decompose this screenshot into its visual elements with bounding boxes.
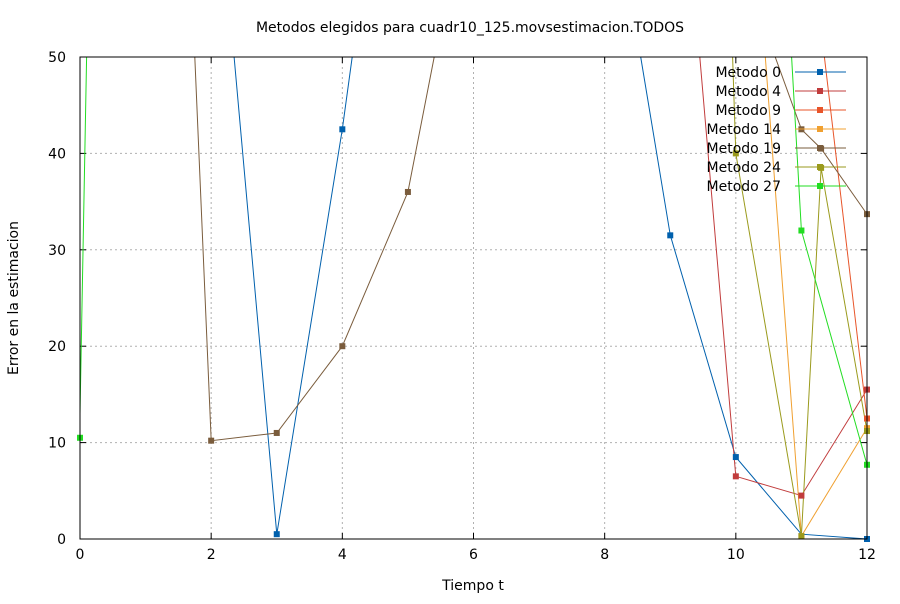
legend-item-metodo-4: Metodo 4 — [715, 84, 846, 100]
legend-swatch-marker — [817, 88, 823, 94]
y-axis-label: Error en la estimacion — [6, 221, 22, 375]
legend-item-metodo-14: Metodo 14 — [707, 122, 846, 138]
x-tick-label: 12 — [858, 547, 876, 563]
data-point-metodo-24 — [732, 150, 739, 157]
y-tick-label: 40 — [48, 146, 66, 162]
plot-frame — [79, 56, 868, 540]
x-tick-label: 4 — [338, 547, 347, 563]
legend-swatch-marker — [817, 126, 823, 132]
x-tick-label: 8 — [600, 547, 609, 563]
legend-label: Metodo 9 — [715, 103, 781, 119]
x-tick-label: 0 — [76, 547, 85, 563]
y-tick-label: 30 — [48, 243, 66, 259]
x-tick-label: 2 — [207, 547, 216, 563]
legend-swatch-marker — [817, 69, 823, 75]
data-point-metodo-0 — [339, 126, 346, 133]
y-tick-label: 20 — [48, 339, 66, 355]
data-point-metodo-19 — [404, 188, 411, 195]
y-tick-label: 50 — [48, 50, 66, 66]
legend-swatch-marker — [817, 145, 823, 151]
series-line-metodo-9 — [823, 56, 868, 419]
legend-item-metodo-27: Metodo 27 — [707, 179, 846, 195]
data-point-metodo-0 — [667, 232, 674, 239]
legend-label: Metodo 14 — [707, 122, 782, 138]
legend-swatch-marker — [817, 107, 823, 113]
data-point-metodo-19 — [273, 429, 280, 436]
series-line-metodo-19 — [194, 56, 868, 442]
data-point-metodo-4 — [732, 473, 739, 480]
legend: Metodo 0 Metodo 4 Metodo 9 Metodo 14 Metodo … — [707, 65, 846, 195]
x-tick-label: 6 — [469, 547, 478, 563]
x-axis-label: Tiempo t — [441, 578, 504, 594]
axis-ticks: 0 2 4 6 8 10 12 0 10 20 30 40 50 — [48, 50, 876, 563]
legend-label: Metodo 0 — [715, 65, 781, 81]
data-point-metodo-19 — [339, 343, 346, 350]
data-point-metodo-27 — [798, 227, 805, 234]
legend-swatch-marker — [817, 183, 823, 189]
data-point-metodo-0 — [273, 531, 280, 538]
data-point-metodo-4 — [798, 492, 805, 499]
y-tick-label: 10 — [48, 436, 66, 452]
legend-label: Metodo 24 — [707, 160, 782, 176]
data-point-metodo-24 — [798, 533, 805, 540]
legend-label: Metodo 4 — [715, 84, 781, 100]
series-line-metodo-4 — [699, 56, 868, 497]
legend-item-metodo-9: Metodo 9 — [715, 103, 846, 119]
legend-label: Metodo 27 — [707, 179, 781, 195]
y-tick-label: 0 — [57, 532, 66, 548]
legend-item-metodo-19: Metodo 19 — [707, 141, 846, 157]
data-point-metodo-19 — [208, 437, 215, 444]
legend-item-metodo-24: Metodo 24 — [707, 160, 846, 176]
data-point-metodo-0 — [732, 454, 739, 461]
legend-label: Metodo 19 — [707, 141, 781, 157]
chart-title: Metodos elegidos para cuadr10_125.movses… — [256, 20, 684, 36]
x-tick-label: 10 — [727, 547, 745, 563]
legend-item-metodo-0: Metodo 0 — [715, 65, 846, 81]
legend-swatch-marker — [817, 164, 823, 170]
